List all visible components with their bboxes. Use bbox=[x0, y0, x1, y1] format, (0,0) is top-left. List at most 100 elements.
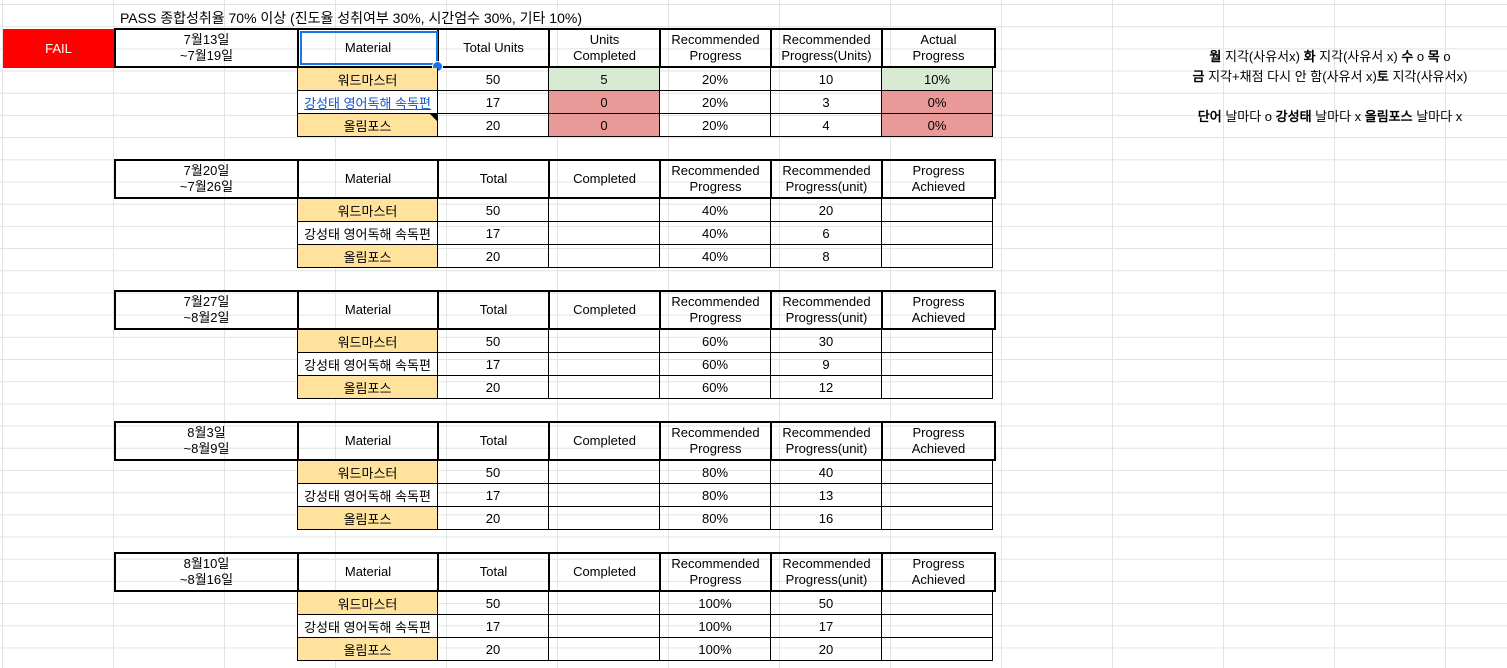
header-cell[interactable]: Total bbox=[439, 292, 550, 328]
material-cell[interactable]: 워드마스터 bbox=[297, 592, 438, 614]
material-cell[interactable]: 올림포스 bbox=[297, 638, 438, 660]
total-cell[interactable]: 50 bbox=[438, 592, 549, 614]
completed-cell[interactable] bbox=[549, 615, 660, 637]
rec-cell[interactable]: 100% bbox=[660, 615, 771, 637]
actual-cell[interactable] bbox=[882, 592, 993, 614]
rec-cell[interactable]: 80% bbox=[660, 484, 771, 506]
material-cell[interactable]: 워드마스터 bbox=[297, 330, 438, 352]
completed-cell[interactable] bbox=[549, 222, 660, 244]
rec_units-cell[interactable]: 12 bbox=[771, 376, 882, 398]
rec_units-cell[interactable]: 50 bbox=[771, 592, 882, 614]
total-cell[interactable]: 50 bbox=[438, 330, 549, 352]
actual-cell[interactable] bbox=[882, 353, 993, 375]
header-cell[interactable]: Completed bbox=[550, 292, 661, 328]
completed-cell[interactable] bbox=[549, 507, 660, 529]
header-cell[interactable]: Recommended Progress(unit) bbox=[772, 554, 883, 590]
header-cell[interactable]: Recommended Progress(Units) bbox=[772, 30, 883, 66]
total-cell[interactable]: 20 bbox=[438, 507, 549, 529]
header-cell[interactable]: Recommended Progress(unit) bbox=[772, 161, 883, 197]
material-cell[interactable]: 강성태 영어독해 속독편 bbox=[297, 353, 438, 375]
actual-cell[interactable] bbox=[882, 615, 993, 637]
header-cell[interactable]: Total bbox=[439, 554, 550, 590]
completed-cell[interactable]: 0 bbox=[549, 91, 660, 113]
rec-cell[interactable]: 40% bbox=[660, 199, 771, 221]
rec-cell[interactable]: 20% bbox=[660, 68, 771, 90]
rec-cell[interactable]: 60% bbox=[660, 330, 771, 352]
rec_units-cell[interactable]: 9 bbox=[771, 353, 882, 375]
actual-cell[interactable] bbox=[882, 638, 993, 660]
rec-cell[interactable]: 60% bbox=[660, 353, 771, 375]
header-cell[interactable]: Material bbox=[299, 423, 439, 459]
header-cell[interactable]: Material bbox=[299, 30, 443, 72]
actual-cell[interactable] bbox=[882, 507, 993, 529]
rec_units-cell[interactable]: 4 bbox=[771, 114, 882, 136]
material-cell[interactable]: 올림포스 bbox=[297, 507, 438, 529]
total-cell[interactable]: 17 bbox=[438, 91, 549, 113]
rec_units-cell[interactable]: 8 bbox=[771, 245, 882, 267]
rec_units-cell[interactable]: 20 bbox=[771, 638, 882, 660]
material-cell[interactable]: 올림포스 bbox=[297, 376, 438, 398]
actual-cell[interactable] bbox=[882, 245, 993, 267]
header-cell[interactable]: Recommended Progress bbox=[661, 30, 772, 66]
total-cell[interactable]: 17 bbox=[438, 353, 549, 375]
header-cell[interactable]: Material bbox=[299, 292, 439, 328]
actual-cell[interactable] bbox=[882, 330, 993, 352]
completed-cell[interactable] bbox=[549, 199, 660, 221]
material-cell[interactable]: 올림포스 bbox=[297, 245, 438, 267]
completed-cell[interactable] bbox=[549, 484, 660, 506]
material-cell[interactable]: 올림포스 bbox=[297, 114, 438, 136]
header-cell[interactable]: Recommended Progress(unit) bbox=[772, 292, 883, 328]
material-cell[interactable]: 강성태 영어독해 속독편 bbox=[297, 91, 438, 113]
material-cell[interactable]: 워드마스터 bbox=[297, 199, 438, 221]
completed-cell[interactable] bbox=[549, 592, 660, 614]
header-cell[interactable]: Material bbox=[299, 554, 439, 590]
total-cell[interactable]: 17 bbox=[438, 615, 549, 637]
total-cell[interactable]: 17 bbox=[438, 222, 549, 244]
total-cell[interactable]: 20 bbox=[438, 376, 549, 398]
header-cell[interactable]: Progress Achieved bbox=[911, 556, 966, 587]
completed-cell[interactable] bbox=[549, 330, 660, 352]
actual-cell[interactable] bbox=[882, 484, 993, 506]
header-cell[interactable]: Total Units bbox=[439, 30, 550, 66]
completed-cell[interactable]: 5 bbox=[549, 68, 660, 90]
rec_units-cell[interactable]: 16 bbox=[771, 507, 882, 529]
header-cell[interactable]: Recommended Progress(unit) bbox=[772, 423, 883, 459]
rec-cell[interactable]: 100% bbox=[660, 638, 771, 660]
header-cell[interactable]: Completed bbox=[550, 161, 661, 197]
actual-cell[interactable] bbox=[882, 199, 993, 221]
rec_units-cell[interactable]: 6 bbox=[771, 222, 882, 244]
total-cell[interactable]: 50 bbox=[438, 199, 549, 221]
material-cell[interactable]: 강성태 영어독해 속독편 bbox=[297, 222, 438, 244]
rec-cell[interactable]: 20% bbox=[660, 114, 771, 136]
header-cell[interactable]: Recommended Progress bbox=[661, 554, 772, 590]
completed-cell[interactable] bbox=[549, 461, 660, 483]
actual-cell[interactable] bbox=[882, 222, 993, 244]
header-cell[interactable]: Total bbox=[439, 423, 550, 459]
header-cell[interactable]: Progress Achieved bbox=[911, 294, 966, 325]
completed-cell[interactable] bbox=[549, 245, 660, 267]
date-range-cell[interactable]: 7월13일 ~7월19일 bbox=[116, 30, 299, 66]
completed-cell[interactable] bbox=[549, 376, 660, 398]
completed-cell[interactable]: 0 bbox=[549, 114, 660, 136]
header-cell[interactable]: Completed bbox=[550, 423, 661, 459]
rec-cell[interactable]: 20% bbox=[660, 91, 771, 113]
actual-cell[interactable]: 0% bbox=[882, 91, 993, 113]
sheet-title[interactable]: PASS 종합성취율 70% 이상 (진도율 성취여부 30%, 시간엄수 30… bbox=[120, 10, 582, 26]
total-cell[interactable]: 20 bbox=[438, 245, 549, 267]
material-cell[interactable]: 워드마스터 bbox=[297, 461, 438, 483]
header-cell[interactable]: Completed bbox=[550, 554, 661, 590]
date-range-cell[interactable]: 8월10일 ~8월16일 bbox=[116, 554, 299, 590]
actual-cell[interactable]: 10% bbox=[882, 68, 993, 90]
rec_units-cell[interactable]: 30 bbox=[771, 330, 882, 352]
rec_units-cell[interactable]: 10 bbox=[771, 68, 882, 90]
header-cell[interactable]: Actual Progress bbox=[912, 32, 965, 63]
rec_units-cell[interactable]: 40 bbox=[771, 461, 882, 483]
total-cell[interactable]: 50 bbox=[438, 68, 549, 90]
rec-cell[interactable]: 60% bbox=[660, 376, 771, 398]
header-cell[interactable]: Recommended Progress bbox=[661, 292, 772, 328]
material-cell[interactable]: 워드마스터 bbox=[297, 68, 438, 90]
material-cell[interactable]: 강성태 영어독해 속독편 bbox=[297, 615, 438, 637]
actual-cell[interactable] bbox=[882, 376, 993, 398]
rec_units-cell[interactable]: 17 bbox=[771, 615, 882, 637]
rec-cell[interactable]: 80% bbox=[660, 461, 771, 483]
